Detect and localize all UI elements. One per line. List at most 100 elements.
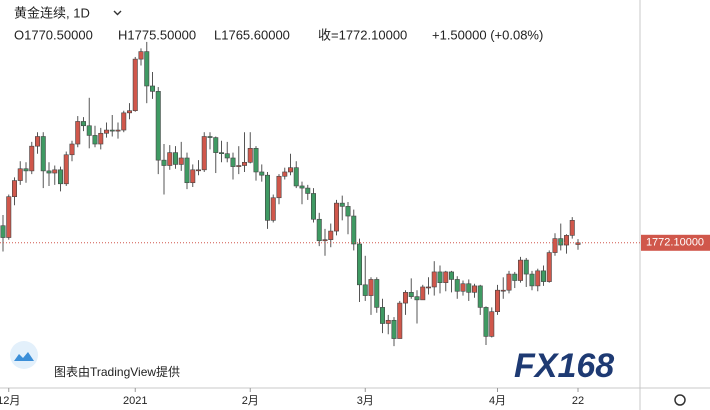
last-price-badge [641, 234, 710, 251]
candle-body [184, 157, 190, 184]
candle-body [494, 289, 500, 312]
candle-body [17, 168, 23, 181]
candle-body [558, 238, 564, 246]
time-label: 3月 [357, 395, 374, 407]
candle-body [397, 302, 403, 339]
candle-body [546, 252, 552, 282]
candle-body [259, 171, 265, 176]
candle-body [425, 286, 431, 289]
candle-body [385, 319, 391, 324]
candle-body [115, 129, 121, 132]
candle-body [201, 136, 207, 171]
candle-body [104, 129, 110, 134]
candle-body [448, 271, 454, 280]
candle-body [356, 243, 362, 286]
candle-body [454, 279, 460, 292]
candle-body [150, 85, 156, 92]
time-label: 2月 [242, 395, 259, 407]
candle-body [500, 289, 506, 292]
candle-body [316, 218, 322, 242]
tradingview-logo[interactable] [10, 341, 38, 369]
last-price-label: 1772.10000 [646, 237, 704, 249]
candle-body [161, 159, 167, 166]
time-label: 22 [572, 395, 584, 407]
candle-body [167, 152, 173, 166]
candle-body [305, 187, 311, 194]
settings-button[interactable] [674, 394, 686, 406]
candle-body [379, 307, 385, 324]
symbol[interactable]: 黄金连续, 1D [14, 5, 90, 20]
candle-body [293, 167, 299, 187]
candle-body [414, 296, 420, 301]
time-label: 12月 [0, 395, 20, 407]
candle-body [362, 284, 368, 296]
candle-body [552, 238, 558, 253]
candle-body [46, 170, 52, 174]
candle-body [402, 292, 408, 304]
candle-body [339, 202, 345, 207]
candle-body [173, 152, 179, 165]
candle-body [477, 285, 483, 308]
candle-body [132, 58, 138, 112]
candle-body [368, 279, 374, 296]
candle-body [81, 121, 87, 127]
attribution[interactable]: 图表由TradingView提供 [54, 364, 180, 379]
candle-body [443, 271, 449, 283]
watermark-logo: FX168 [514, 347, 614, 385]
plot-area [0, 41, 581, 347]
candle-body [144, 51, 150, 87]
candle-body [523, 259, 529, 275]
candle-body [563, 235, 569, 246]
settings-icon[interactable] [674, 394, 686, 406]
candle-body [374, 279, 380, 308]
candle-body [224, 153, 230, 159]
candle-body [92, 135, 98, 145]
candle-body [322, 239, 328, 242]
candle-body [219, 152, 225, 154]
candle-body [328, 230, 334, 240]
candle-body [299, 185, 305, 189]
candle-body [57, 169, 63, 185]
candle-body [270, 197, 276, 221]
logo-circle[interactable] [10, 341, 38, 369]
candle-body [310, 193, 316, 220]
candle-body [466, 283, 472, 293]
candle-body [196, 169, 202, 172]
candle-body [69, 143, 75, 156]
candle-body [420, 286, 426, 301]
candle-body [264, 174, 270, 221]
candle-body [52, 169, 58, 174]
candle-body [517, 259, 523, 281]
ohlc-close: 收=1772.10000 [318, 27, 407, 42]
candle-body [230, 157, 236, 167]
candle-body [75, 121, 81, 145]
candle-body [431, 271, 437, 288]
candle-body [569, 220, 575, 236]
candle-body [242, 161, 248, 166]
candle-body [0, 225, 6, 238]
candle-body [63, 154, 69, 185]
logo-icon[interactable] [14, 352, 34, 361]
candle-body [282, 171, 288, 177]
candle-body [29, 145, 35, 172]
symbol-dropdown-icon[interactable] [113, 10, 122, 16]
candle-body [207, 136, 213, 138]
candle-body [512, 273, 518, 281]
ohlc-change: +1.50000 (+0.08%) [432, 27, 543, 42]
ohlc-high: H1775.50000 [118, 27, 196, 42]
candle-body [506, 273, 512, 291]
candle-body [190, 169, 196, 184]
time-label: 2021 [123, 395, 147, 407]
time-label: 4月 [489, 395, 506, 407]
candle-body [460, 283, 466, 292]
candle-body [12, 180, 18, 197]
candle-body [471, 285, 477, 293]
candle-body [98, 132, 104, 145]
candle-body [540, 270, 546, 282]
candle-body [253, 148, 259, 173]
candle-body [86, 125, 92, 136]
candle-body [408, 292, 414, 297]
